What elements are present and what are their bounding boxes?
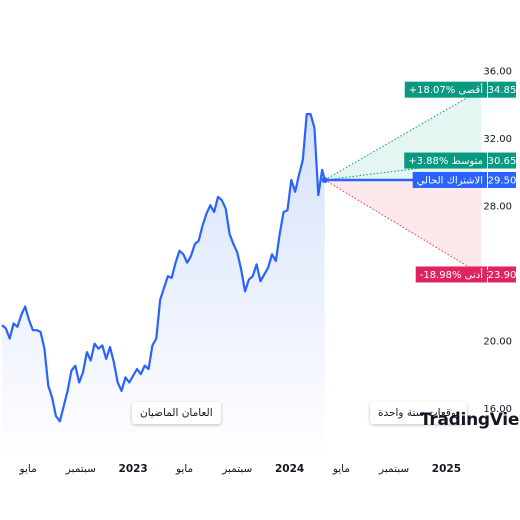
- flag-value-box: [488, 171, 516, 188]
- forecast-flag-cur: 29.50 الاشتراك الحالي: [412, 171, 517, 188]
- x-tick-label: مايو: [19, 463, 37, 475]
- flag-pct-box: [404, 81, 487, 98]
- flag-value-box: [488, 266, 516, 283]
- y-tick-label: 16.00: [483, 404, 512, 415]
- min-forecast-line: [324, 179, 482, 275]
- flag-pct-text: +3.88% متوسط: [408, 156, 483, 167]
- x-tick-label: سبتمبر: [221, 463, 252, 475]
- one-year-forecast-label: توقعات سنة واحدة: [370, 402, 468, 424]
- tradingview-logo: TradingView: [420, 410, 520, 430]
- flag-pct-text: +18.07% أقصى: [409, 83, 483, 96]
- flag-pct-box: [415, 266, 487, 283]
- past-two-years-label: العامان الماضيان: [132, 402, 221, 424]
- flag-value-box: [488, 81, 516, 98]
- y-tick-label: 20.00: [483, 336, 512, 347]
- x-tick-label: 2023: [119, 463, 148, 475]
- x-tick-label: 2025: [432, 463, 461, 475]
- last-price-dot: [321, 176, 328, 183]
- price-line-layer: [1, 113, 328, 423]
- x-tick-label: سبتمبر: [378, 463, 409, 475]
- flag-pct-text: الاشتراك الحالي: [417, 175, 483, 186]
- flag-pct-box: [404, 152, 487, 169]
- max-forecast-line: [324, 89, 482, 181]
- y-tick-label: 32.00: [483, 134, 512, 145]
- forecast-flag-min: 23.90 -18.98% أدنى: [415, 266, 517, 283]
- x-tick-label: مايو: [332, 463, 350, 475]
- flag-value-text: 23.90: [488, 270, 517, 281]
- y-tick-label: 28.00: [483, 201, 512, 212]
- price-line: [1, 113, 326, 423]
- x-tick-label: مايو: [175, 463, 193, 475]
- flag-value-box: [488, 152, 516, 169]
- x-tick-label: سبتمبر: [65, 463, 96, 475]
- flag-pct-box: [412, 171, 487, 188]
- flag-value-text: 29.50: [488, 175, 517, 186]
- forecast-flag-max: 34.85 +18.07% أقصى: [404, 81, 517, 98]
- flag-value-text: 34.85: [488, 85, 517, 96]
- flag-pct-text: -18.98% أدنى: [420, 268, 483, 281]
- x-axis: مايو سبتمبر 2023 مايو سبتمبر 2024 مايو سبتمبر 20…: [19, 463, 461, 475]
- y-tick-label: 36.00: [483, 66, 512, 77]
- x-tick-label: 2024: [275, 463, 304, 475]
- forecast-flag-avg: 30.65 +3.88% متوسط: [404, 152, 517, 169]
- forecast-flags: 34.85 +18.07% أقصى 30.65 +3.88% متوسط 29.50 ا…: [404, 81, 517, 283]
- flag-value-text: 30.65: [488, 156, 517, 167]
